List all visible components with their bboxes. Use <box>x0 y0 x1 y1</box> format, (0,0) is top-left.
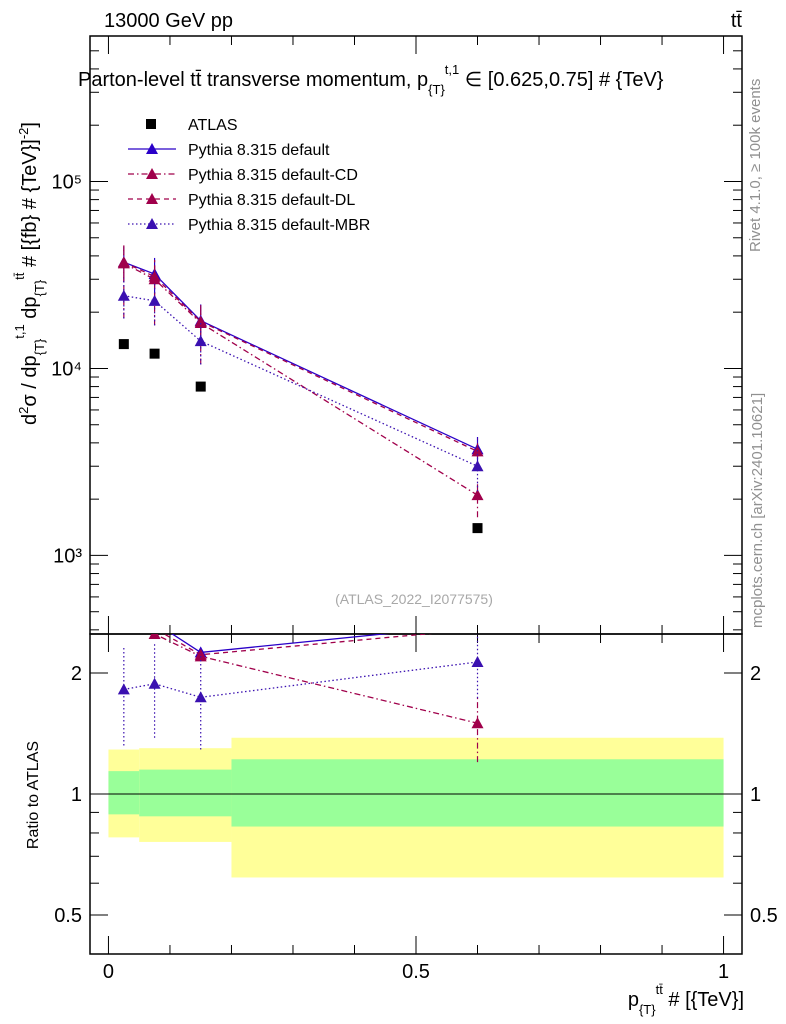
atlas-point <box>118 339 129 350</box>
ratio-xtick-label: 1 <box>718 961 729 983</box>
main-ytick-label: 10⁴ <box>51 358 82 380</box>
series-point <box>471 489 484 501</box>
ratio-point <box>148 634 161 639</box>
ratio-series <box>117 634 484 763</box>
rivet-label: Rivet 4.1.0, ≥ 100k events <box>747 79 764 252</box>
ratio-point <box>194 691 207 703</box>
legend-label: Pythia 8.315 default-DL <box>188 192 355 209</box>
series-line-3 <box>123 261 478 453</box>
series-line-1 <box>123 261 478 450</box>
ratio-line-1 <box>152 634 478 724</box>
legend-label: Pythia 8.315 default-MBR <box>188 217 370 234</box>
ratio-xtick-label: 0.5 <box>402 961 430 983</box>
mcplots-label: mcplots.cern.ch [arXiv:2401.10621] <box>749 393 766 628</box>
series-point <box>194 335 207 347</box>
ratio-ytick-label-right: 1 <box>750 784 761 806</box>
header-left: 13000 GeV pp <box>104 10 233 32</box>
atlas-point <box>195 381 206 392</box>
ratio-ytick-label: 2 <box>71 663 82 685</box>
legend-marker <box>146 143 158 154</box>
ratio-point <box>148 677 161 689</box>
series-point <box>148 270 161 282</box>
legend-label: Pythia 8.315 default-CD <box>188 167 358 184</box>
main-axes: 10³ 10⁴ 10⁵ <box>51 35 742 634</box>
series-point <box>194 315 207 327</box>
ratio-point <box>194 648 207 660</box>
ratio-line-3 <box>123 661 478 698</box>
ratio-series-clipped <box>117 634 484 763</box>
ratio-point <box>471 655 484 667</box>
main-title: Parton-level tt̄ transverse momentum, p{… <box>78 62 664 97</box>
band-inner-1 <box>139 769 232 817</box>
ratio-bands <box>108 737 724 878</box>
ratio-point <box>117 683 130 695</box>
legend-marker <box>146 168 158 179</box>
ratio-ylabel: Ratio to ATLAS <box>25 741 42 849</box>
ratio-xtick-label: 0 <box>103 961 114 983</box>
legend-marker <box>146 193 158 204</box>
main-ylabel: d2σ / dp{T}t,1 dp{T}tt̄ # [{fb} # {TeV}]… <box>12 122 47 425</box>
atlas-point <box>472 523 483 534</box>
band-inner-2 <box>231 759 724 827</box>
series-point <box>117 256 130 268</box>
legend-marker <box>146 218 158 229</box>
main-ytick-label: 10³ <box>53 545 82 567</box>
ratio-line-0 <box>171 634 390 654</box>
series-point <box>148 294 161 306</box>
ratio-ytick-label: 1 <box>71 784 82 806</box>
series-point <box>471 460 484 472</box>
ratio-xlabel: p{T}tt̄ # [{TeV}] <box>628 982 744 1017</box>
main-series <box>117 245 484 534</box>
ratio-ytick-label-right: 2 <box>750 663 761 685</box>
header-right: tt̄ <box>731 10 743 32</box>
analysis-watermark: (ATLAS_2022_I2077575) <box>335 591 493 607</box>
series-line-2 <box>123 262 478 496</box>
series-line-4 <box>123 295 478 467</box>
band-inner-0 <box>108 771 140 815</box>
series-point <box>117 289 130 301</box>
legend-label: ATLAS <box>188 117 238 134</box>
ratio-ytick-label-right: 0.5 <box>750 905 778 927</box>
legend-marker-atlas <box>146 119 156 129</box>
legend: ATLAS Pythia 8.315 default Pythia 8.315 de… <box>128 117 370 234</box>
atlas-point <box>149 348 160 359</box>
ratio-ytick-label: 0.5 <box>54 905 82 927</box>
ratio-point <box>471 717 484 729</box>
legend-label: Pythia 8.315 default <box>188 142 330 159</box>
main-ytick-label: 10⁵ <box>51 171 82 193</box>
